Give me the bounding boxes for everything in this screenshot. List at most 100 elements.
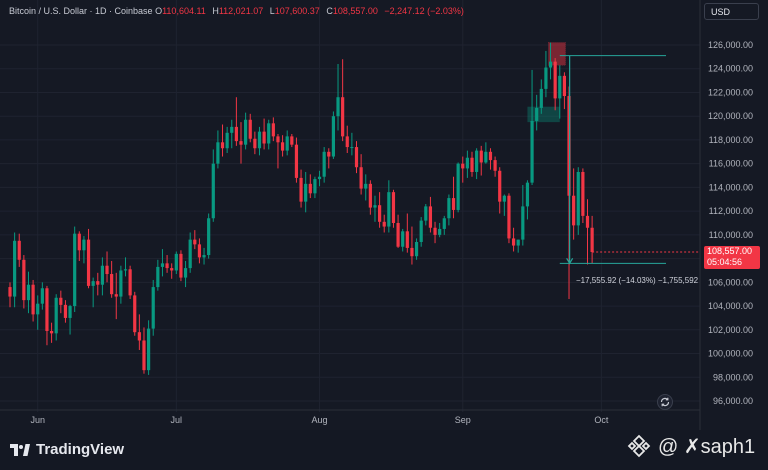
candle-body — [304, 183, 308, 202]
candle-body — [447, 198, 451, 219]
close-label: C — [326, 6, 333, 16]
candle-body — [405, 231, 409, 248]
measure-arrow-head — [566, 258, 574, 265]
candle-body — [553, 61, 557, 99]
candle-body — [100, 265, 104, 285]
candle-body — [179, 253, 183, 278]
candle-body — [230, 126, 234, 133]
candle-body — [262, 131, 266, 144]
candle-body — [188, 239, 192, 269]
candle-body — [475, 150, 479, 172]
candle-body — [91, 281, 95, 286]
candle-body — [197, 244, 202, 258]
candle-body — [285, 136, 289, 151]
candle-body — [119, 270, 123, 297]
tradingview-brand: TradingView — [36, 441, 125, 458]
candle-body — [456, 163, 460, 210]
candle-body — [8, 287, 12, 297]
y-tick-label: 116,000.00 — [709, 159, 753, 169]
currency-button[interactable]: USD — [704, 3, 759, 20]
tradingview-logo-icon — [10, 443, 30, 456]
candle-body — [147, 328, 151, 371]
x-tick-label: Aug — [312, 415, 328, 425]
binance-logo-icon — [627, 434, 651, 458]
candle-body — [202, 255, 206, 258]
candle-body — [354, 147, 359, 168]
candle-body — [73, 233, 77, 307]
chart-area[interactable]: 96,000.00 98,000.00 100,000.00 102,000.00 10… — [0, 0, 768, 430]
candle-body — [40, 288, 44, 304]
candle-body — [535, 107, 539, 121]
candle-body — [225, 132, 229, 149]
candle-body — [484, 151, 488, 163]
candle-body — [433, 227, 437, 235]
y-tick-label: 114,000.00 — [709, 182, 753, 192]
measure-label: −17,555.92 (−14.03%) −1,755,592 — [576, 276, 699, 285]
candle-body — [368, 183, 372, 208]
symbol-title: Bitcoin / U.S. Dollar · 1D · Coinbase — [9, 6, 153, 16]
candle-body — [488, 151, 493, 161]
candle-body — [341, 97, 345, 137]
x-tick-label: Jul — [171, 415, 183, 425]
y-tick-label: 106,000.00 — [708, 277, 753, 287]
candle-body — [276, 136, 280, 143]
candle-body — [401, 231, 405, 247]
candle-body — [82, 239, 86, 251]
candle-body — [137, 332, 141, 341]
candle-body — [470, 157, 474, 172]
candle-body — [336, 97, 340, 117]
candle-body — [193, 239, 197, 245]
candle-body — [220, 142, 225, 149]
x-tick-label: Oct — [594, 415, 609, 425]
candle-body — [562, 75, 566, 97]
last-price-tag: 108,557.00 05:04:56 — [704, 246, 760, 269]
candle-body — [54, 297, 58, 334]
candle-body — [17, 240, 21, 260]
candle-body — [151, 287, 155, 329]
candle-body — [77, 233, 81, 251]
candle-body — [183, 268, 188, 278]
reset-chart-icon[interactable] — [657, 394, 673, 410]
x-tick-label: Sep — [455, 415, 471, 425]
tradingview-logo[interactable]: TradingView — [10, 441, 124, 458]
candle-body — [410, 247, 414, 257]
watermark: @ ✗saph1 — [626, 433, 755, 459]
candle-body — [378, 205, 382, 222]
candle-body — [581, 171, 585, 216]
candle-body — [364, 183, 368, 189]
candle-body — [123, 269, 128, 271]
candle-body — [308, 183, 312, 194]
candle-body — [248, 119, 252, 139]
candle-body — [493, 160, 497, 171]
candle-body — [317, 176, 322, 180]
candle-body — [373, 205, 377, 208]
candle-body — [442, 218, 446, 229]
candle-body — [271, 123, 275, 137]
candle-body — [174, 253, 178, 271]
candle-body — [290, 136, 294, 145]
bar-countdown: 05:04:56 — [707, 257, 743, 267]
candle-body — [128, 269, 132, 296]
close-value: 108,557.00 — [332, 6, 378, 16]
candle-body — [465, 157, 469, 169]
candle-body — [572, 195, 576, 226]
candle-body — [419, 220, 423, 242]
candle-body — [414, 241, 419, 257]
x-tick-label: Jun — [30, 415, 45, 425]
y-tick-label: 120,000.00 — [708, 111, 753, 121]
candle-body — [461, 163, 465, 169]
candle-body — [345, 136, 349, 148]
supply-zone — [548, 42, 566, 66]
y-tick-label: 124,000.00 — [708, 64, 753, 74]
last-price: 108,557.00 — [707, 246, 753, 256]
candle-body — [299, 177, 303, 202]
y-tick-label: 96,000.00 — [713, 396, 753, 406]
candle-body — [160, 263, 165, 267]
candle-body — [548, 61, 553, 68]
candle-body — [36, 303, 40, 315]
candle-body — [170, 268, 174, 271]
candlestick-chart[interactable]: 96,000.00 98,000.00 100,000.00 102,000.00 10… — [0, 0, 768, 430]
candle-body — [502, 195, 506, 202]
candle-body — [156, 266, 160, 288]
candle-body — [451, 198, 456, 210]
